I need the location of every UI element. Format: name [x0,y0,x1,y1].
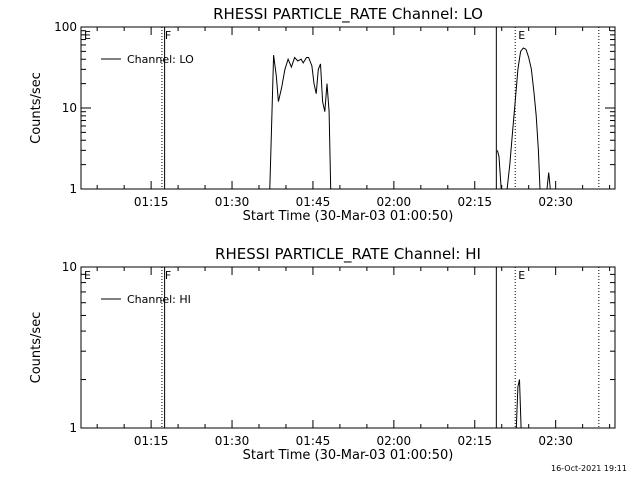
event-marker-label: E [518,29,525,42]
chart-title: RHESSI PARTICLE_RATE Channel: LO [213,5,483,24]
x-axis-label: Start Time (30-Mar-03 01:00:50) [243,448,454,463]
y-axis-label: Counts/sec [29,72,44,144]
x-tick-label: 02:15 [457,195,492,209]
series-line [546,172,551,190]
y-tick-label: 10 [62,101,77,115]
legend-label: Channel: LO [127,53,194,66]
legend-label: Channel: HI [127,293,191,306]
chart-panel-1: RHESSI PARTICLE_RATE Channel: LO 01:15 01:… [29,5,616,224]
x-tick-label: 02:00 [377,434,412,448]
x-tick-label: 02:30 [538,434,573,448]
event-marker-label: E [84,269,91,282]
x-tick-label: 02:00 [377,195,412,209]
y-tick-label: 100 [54,20,77,34]
x-axis-label: Start Time (30-Mar-03 01:00:50) [243,209,454,224]
y-tick-label: 1 [69,421,77,435]
x-tick-label: 01:15 [134,195,169,209]
x-tick-label: 01:30 [215,434,250,448]
x-tick-label: 02:15 [457,434,492,448]
event-marker-label: F [165,29,171,42]
x-tick-label: 01:15 [134,434,169,448]
x-tick-label: 01:45 [296,434,331,448]
footer-timestamp: 16-Oct-2021 19:11 [551,464,627,473]
series-line [496,47,541,190]
event-marker-label: E [518,269,525,282]
event-marker-label: E [84,29,91,42]
y-tick-label: 10 [62,260,77,274]
event-marker-label: F [165,269,171,282]
series-line [269,55,332,190]
chart-panel-2: RHESSI PARTICLE_RATE Channel: HI 01:15 01:… [29,245,616,463]
y-tick-label: 1 [69,182,77,196]
x-tick-label: 01:45 [296,195,331,209]
x-tick-label: 01:30 [215,195,250,209]
series-line [515,379,522,429]
plot-frame [80,266,616,429]
y-axis-label: Counts/sec [29,312,44,384]
chart-title: RHESSI PARTICLE_RATE Channel: HI [215,245,481,264]
plot-frame [80,26,616,190]
x-tick-label: 02:30 [538,195,573,209]
